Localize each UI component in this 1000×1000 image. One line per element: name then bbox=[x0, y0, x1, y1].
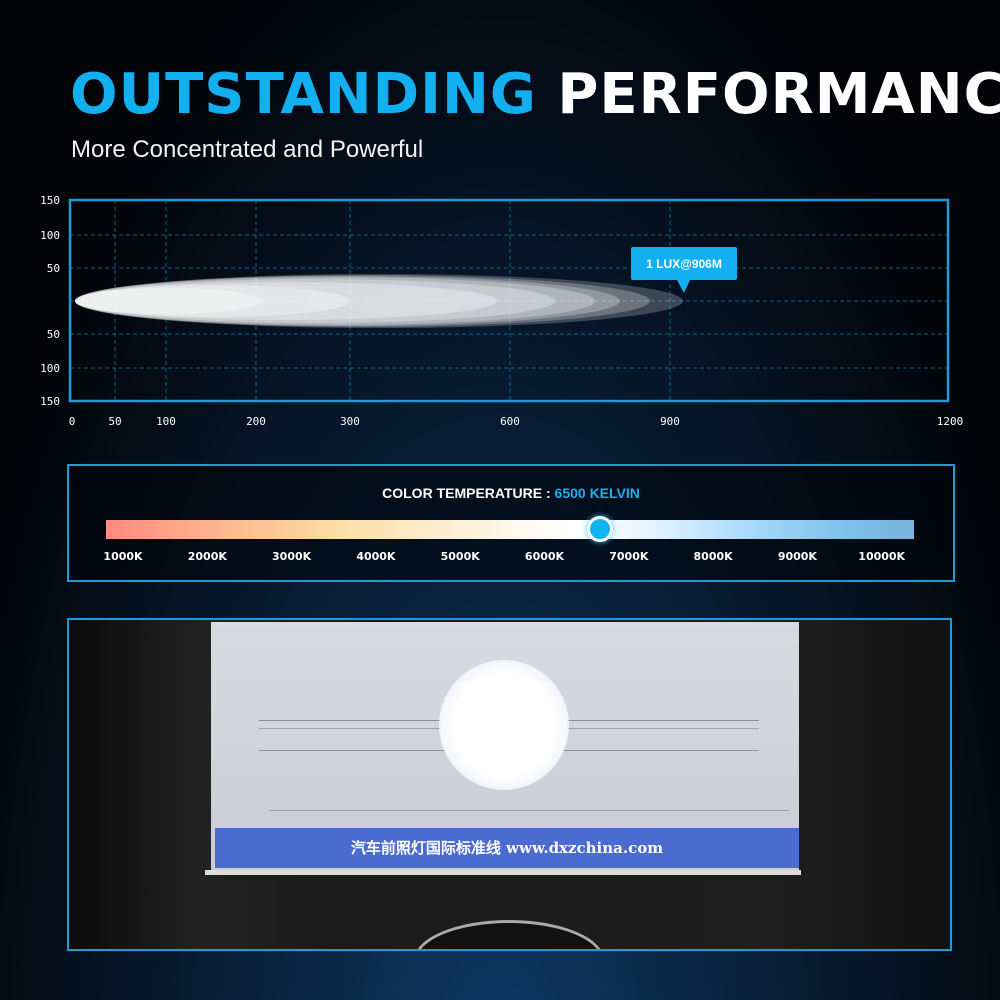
ct-tick-label: 7000K bbox=[609, 550, 649, 563]
title-rest: PERFORMANCE bbox=[557, 62, 1000, 127]
y-tick-label: 50 bbox=[47, 328, 60, 341]
ct-tick-label: 1000K bbox=[103, 550, 143, 563]
ct-tick-label: 8000K bbox=[693, 550, 733, 563]
beam-pattern-chart: 150 100 50 50 100 150 0 50 100 200 300 600 900 1200 1 … bbox=[40, 194, 964, 428]
x-tick-label: 1200 bbox=[937, 415, 964, 428]
ct-tick-label: 6000K bbox=[524, 550, 565, 563]
ct-tick-label: 3000K bbox=[272, 550, 312, 563]
y-tick-label: 150 bbox=[40, 194, 60, 207]
subtitle: More Concentrated and Powerful bbox=[71, 136, 424, 163]
chart-frame bbox=[68, 198, 950, 403]
ct-tick-label: 9000K bbox=[777, 550, 817, 563]
headlight bbox=[414, 920, 604, 949]
ct-tick-label: 4000K bbox=[356, 550, 396, 563]
y-tick-label: 100 bbox=[40, 362, 60, 375]
beam-test-photo: 汽车前照灯国际标准线 www.dxzchina.com bbox=[67, 618, 952, 951]
y-tick-label: 150 bbox=[40, 395, 60, 408]
page-title: OUTSTANDING PERFORMANCE bbox=[70, 62, 1000, 127]
ct-value: 6500 KELVIN bbox=[554, 485, 640, 501]
ct-tick-label: 10000K bbox=[858, 550, 906, 563]
light-spot bbox=[439, 660, 569, 790]
color-temperature-heading: COLOR TEMPERATURE : 6500 KELVIN bbox=[69, 485, 953, 501]
x-tick-label: 50 bbox=[108, 415, 121, 428]
beam-contour bbox=[75, 274, 683, 328]
x-tick-label: 300 bbox=[340, 415, 360, 428]
y-tick-label: 100 bbox=[40, 229, 60, 242]
x-tick-label: 900 bbox=[660, 415, 680, 428]
color-temperature-marker bbox=[586, 516, 613, 542]
x-tick-label: 0 bbox=[69, 415, 76, 428]
callout-box bbox=[631, 247, 737, 280]
color-temperature-scale bbox=[106, 520, 914, 539]
beam-contour bbox=[75, 277, 595, 325]
color-temperature-panel: COLOR TEMPERATURE : 6500 KELVIN 1000K 200… bbox=[67, 464, 955, 582]
y-tick-label: 50 bbox=[47, 262, 60, 275]
callout-pointer bbox=[677, 280, 690, 293]
callout-label: 1 LUX@906M bbox=[646, 257, 722, 271]
screen-banner: 汽车前照灯国际标准线 www.dxzchina.com bbox=[215, 828, 799, 868]
beam-contour bbox=[75, 279, 555, 323]
x-tick-label: 600 bbox=[500, 415, 520, 428]
ct-tick-label: 5000K bbox=[440, 550, 480, 563]
x-tick-label: 200 bbox=[246, 415, 266, 428]
beam-contour bbox=[75, 275, 650, 327]
beam-contour bbox=[75, 285, 350, 317]
title-accent: OUTSTANDING bbox=[70, 62, 537, 127]
beam-contour bbox=[75, 288, 262, 314]
screen-rod bbox=[205, 870, 801, 875]
beam-contour bbox=[75, 282, 497, 320]
x-tick-label: 100 bbox=[156, 415, 176, 428]
beam-contour bbox=[75, 276, 620, 326]
ct-label: COLOR TEMPERATURE : bbox=[382, 485, 551, 501]
ct-tick-label: 2000K bbox=[187, 550, 227, 563]
